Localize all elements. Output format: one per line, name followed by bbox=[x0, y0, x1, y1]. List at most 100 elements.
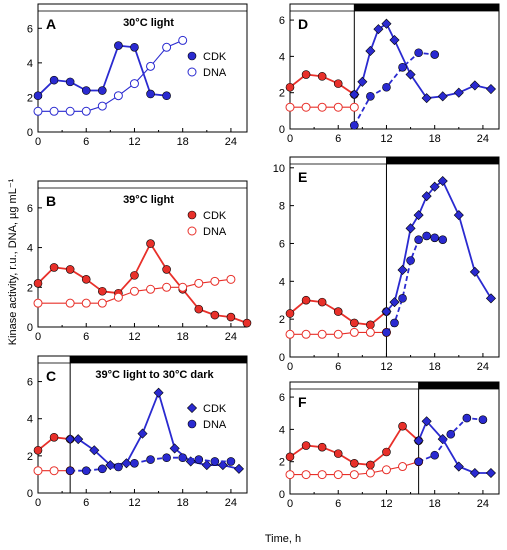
panel-b-data-point bbox=[98, 286, 107, 296]
panel-a-legend-label: CDK bbox=[203, 51, 227, 63]
panel-c-data-point bbox=[210, 457, 220, 466]
panel-e-y-tick-label: 2 bbox=[279, 314, 285, 326]
panel-f-data-point bbox=[301, 470, 311, 480]
panel-c-dark-bar bbox=[69, 355, 248, 364]
panel-f-data-point bbox=[317, 470, 327, 480]
panel-d-data-point bbox=[381, 18, 392, 29]
panel-b-letter: B bbox=[46, 193, 56, 209]
panel-f-data-point bbox=[349, 470, 359, 480]
panel-a-y-tick-label: 2 bbox=[27, 92, 33, 104]
panel-b-data-point bbox=[65, 265, 75, 274]
panel-a-data-point bbox=[129, 79, 139, 89]
panel-c-data-point bbox=[169, 443, 180, 454]
panel-b-x-tick-label: 24 bbox=[225, 331, 237, 343]
panel-f-data-point bbox=[365, 468, 375, 478]
panel-f-data-point bbox=[350, 459, 359, 468]
panel-f-x-tick-label: 6 bbox=[335, 498, 341, 510]
panel-e-data-point bbox=[389, 297, 400, 308]
panel-d-y-tick-label: 4 bbox=[279, 51, 285, 63]
panel-a-y-tick-label: 6 bbox=[27, 23, 33, 35]
panel-a-x-tick-label: 6 bbox=[83, 136, 89, 148]
panel-c-frame bbox=[37, 355, 248, 494]
panel-d-data-point bbox=[421, 93, 432, 104]
panel-a-data-point bbox=[162, 91, 171, 100]
panel-d-data-point bbox=[333, 102, 343, 112]
panel-e-data-point bbox=[382, 328, 391, 337]
panel-b-x-tick-label: 18 bbox=[177, 331, 189, 343]
panel-d-frame bbox=[289, 3, 500, 130]
panel-f-data-point bbox=[430, 450, 439, 460]
panel-a-data-point bbox=[146, 89, 155, 99]
panel-e-dark-bar bbox=[386, 156, 500, 165]
panel-b-data-point bbox=[97, 298, 107, 308]
panel-b-data-point bbox=[129, 286, 139, 296]
panel-a-data-point bbox=[98, 86, 107, 95]
panel-f-data-point bbox=[285, 470, 295, 480]
panel-b-x-tick-label: 6 bbox=[83, 331, 89, 343]
panel-c-data-point bbox=[162, 453, 171, 463]
y-axis-title: Kinase activity, r.u., DNA, µg mL⁻¹ bbox=[7, 178, 19, 345]
panel-c-data-point bbox=[137, 428, 148, 439]
panel-d-data-point bbox=[366, 92, 375, 101]
panel-f-data-point bbox=[453, 461, 464, 472]
panel-f-data-point bbox=[462, 413, 472, 423]
panel-b-legend-marker bbox=[187, 210, 197, 220]
panel-e-x-tick-label: 12 bbox=[380, 361, 392, 373]
panel-b-data-point bbox=[146, 284, 156, 294]
panel-b-legend-label: CDK bbox=[203, 210, 227, 222]
panel-a-y-tick-label: 0 bbox=[27, 127, 33, 139]
panel-a-x-tick-label: 12 bbox=[128, 136, 140, 148]
panel-b-data-point bbox=[226, 274, 236, 284]
panel-c-data-point bbox=[217, 460, 228, 471]
panel-c-legend-label: CDK bbox=[203, 403, 227, 415]
panel-a-legend-marker bbox=[187, 51, 197, 61]
panel-d-data-point bbox=[453, 87, 464, 98]
panel-d-data-point bbox=[485, 84, 496, 95]
panel-b-data-point bbox=[194, 278, 204, 288]
panel-e-series-0 bbox=[285, 295, 391, 330]
panel-d-series-0 bbox=[285, 70, 359, 99]
panel-e-x-tick-label: 24 bbox=[477, 361, 489, 373]
panel-e-data-point bbox=[285, 309, 295, 318]
panel-d-data-point bbox=[349, 102, 359, 112]
panel-f-x-tick-label: 12 bbox=[380, 498, 392, 510]
panel-c-series-2 bbox=[65, 387, 244, 474]
panel-d-data-point bbox=[317, 102, 327, 112]
panel-d-data-point bbox=[357, 76, 368, 87]
panel-f-series-1 bbox=[285, 457, 424, 480]
panel-b-data-point bbox=[162, 282, 172, 292]
panel-d-x-tick-label: 24 bbox=[477, 133, 489, 145]
panel-f-y-tick-label: 2 bbox=[279, 457, 285, 469]
panel-d-y-tick-label: 2 bbox=[279, 88, 285, 100]
panel-e-series-line bbox=[385, 234, 443, 333]
panel-c-data-point bbox=[49, 432, 59, 442]
panel-b-y-tick-label: 6 bbox=[27, 203, 33, 215]
panel-c-x-tick-label: 18 bbox=[177, 497, 189, 509]
panel-a-data-point bbox=[65, 106, 75, 116]
panel-e-data-point bbox=[301, 329, 311, 339]
panel-c-data-point bbox=[226, 457, 236, 466]
panel-b-x-tick-label: 0 bbox=[35, 331, 41, 343]
panel-d-series-2 bbox=[349, 18, 496, 104]
panel-f-data-point bbox=[398, 421, 407, 431]
panel-a-data-point bbox=[113, 91, 123, 101]
panel-d-y-tick-label: 0 bbox=[279, 124, 285, 136]
panel-f-x-tick-label: 24 bbox=[477, 498, 489, 510]
panel-f-frame bbox=[289, 381, 500, 495]
panel-a-letter: A bbox=[46, 16, 56, 32]
panel-a-data-point bbox=[33, 91, 43, 100]
panel-c-data-point bbox=[81, 466, 91, 476]
panel-f-data-point bbox=[333, 449, 343, 458]
panel-d-x-tick-label: 0 bbox=[287, 133, 293, 145]
panel-d-data-point bbox=[349, 89, 360, 100]
panel-e-data-point bbox=[438, 235, 448, 244]
panel-e-data-point bbox=[349, 327, 359, 337]
panel-e-data-point bbox=[365, 327, 375, 337]
panel-b-x-tick-label: 12 bbox=[128, 331, 140, 343]
panel-c-x-tick-label: 12 bbox=[128, 497, 140, 509]
panel-f-data-point bbox=[446, 429, 456, 439]
panel-c-y-tick-label: 0 bbox=[27, 488, 33, 500]
panel-f-data-point bbox=[413, 435, 424, 446]
